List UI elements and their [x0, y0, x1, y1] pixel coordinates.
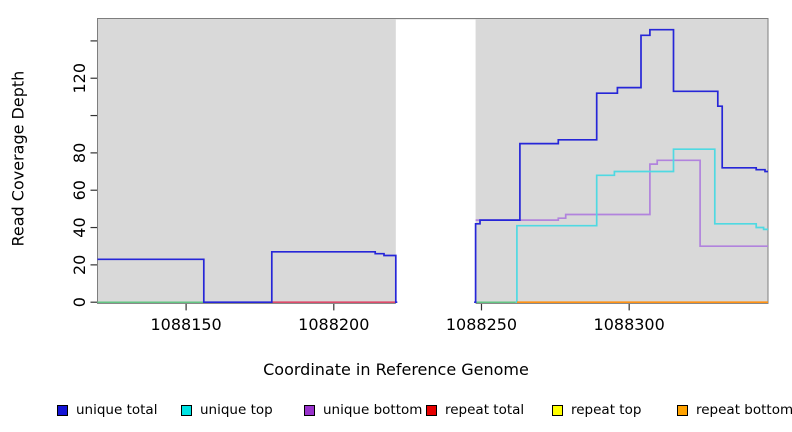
- y-tick-label: 120: [70, 63, 89, 94]
- x-tick-label: 1088200: [298, 315, 369, 334]
- x-axis-title: Coordinate in Reference Genome: [263, 360, 529, 379]
- y-tick-label: 60: [70, 180, 89, 200]
- x-tick-label: 1088250: [446, 315, 517, 334]
- series-line-unique-top: [515, 148, 768, 304]
- x-tick-label: 1088150: [150, 315, 221, 334]
- y-tick-label: 20: [70, 255, 89, 275]
- series-line-unique-bottom: [475, 159, 768, 248]
- y-tick-label: 80: [70, 143, 89, 163]
- series-line-unique-total: [97, 28, 768, 304]
- y-tick-label: 0: [70, 297, 89, 307]
- y-axis-title: Read Coverage Depth: [8, 70, 28, 247]
- x-tick-label: 1088300: [594, 315, 665, 334]
- y-tick-label: 40: [70, 217, 89, 237]
- no-data-band: [395, 19, 476, 306]
